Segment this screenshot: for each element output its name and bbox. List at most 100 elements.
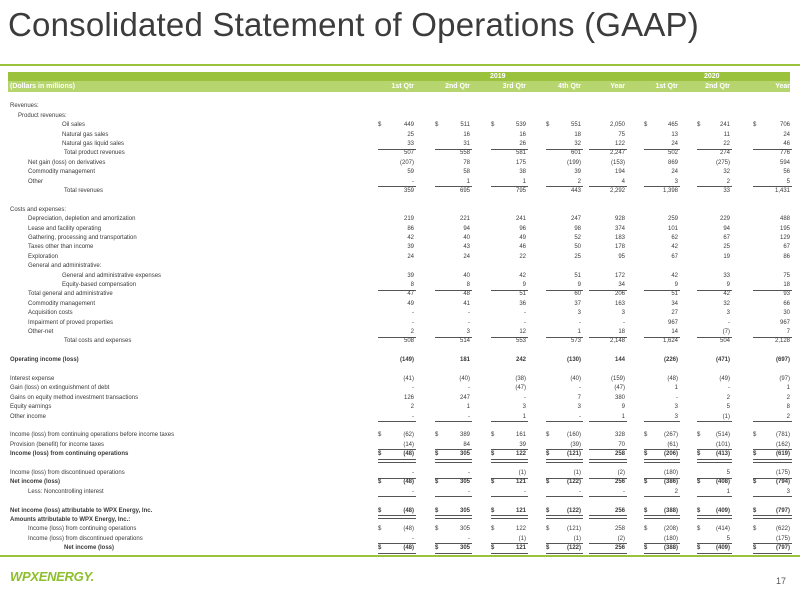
underline [644, 449, 680, 451]
cell-value: 2,148 [609, 338, 625, 345]
cell-value: 26 [519, 141, 526, 147]
cell-value: 42 [407, 235, 414, 241]
row-label: General and administrative expenses [62, 272, 162, 279]
cell-value: (2) [617, 470, 625, 476]
cell-value: 2 [786, 413, 790, 420]
column-header: 2nd Qtr [445, 83, 470, 90]
cell-value: 274 [719, 150, 730, 157]
table-row: Gains on equity method investment transa… [8, 394, 790, 403]
cell-value: (622) [775, 526, 790, 533]
underline [697, 449, 732, 451]
cell-value: 129 [779, 235, 790, 241]
underline [378, 289, 416, 291]
cell-value: 3 [674, 404, 678, 411]
underline [589, 496, 627, 498]
cell-value: (49) [719, 376, 730, 382]
cell-value: 3 [726, 310, 730, 317]
cell-value: 1 [674, 385, 678, 392]
units-label: (Dollars in millions) [10, 83, 75, 90]
cell-value: - [412, 488, 414, 495]
cell-value: 1 [621, 413, 625, 420]
cell-value: (275) [715, 159, 730, 166]
statement-table: Revenues: Product revenues: Oil sales 449 $5… [8, 93, 792, 557]
cell-value: 183 [614, 235, 625, 241]
dollar-sign: $ [644, 545, 648, 552]
cell-value: 163 [614, 300, 625, 307]
row-label: Interest expense [10, 376, 55, 382]
table-row: Other-net 2 3 12 1 18 14 (7) 7 [8, 328, 792, 338]
underline [546, 543, 583, 545]
dollar-sign: $ [435, 526, 439, 533]
underline [378, 421, 416, 423]
cell-value: (199) [566, 159, 581, 166]
cell-value: 247 [459, 394, 470, 401]
table-row: Natural gas sales 25 16 16 18 75 13 11 24 [8, 131, 790, 140]
column-header: 3rd Qtr [502, 83, 526, 90]
underline [491, 289, 528, 291]
year-2020-label: 2020 [704, 73, 720, 80]
cell-value: 3 [577, 404, 581, 411]
cell-value: (409) [715, 507, 730, 514]
table-row: Provision (benefit) for income taxes (14)… [8, 441, 792, 451]
cell-value: (38) [515, 376, 526, 382]
cell-value: 256 [614, 479, 625, 486]
table-row: Gathering, processing and transportation… [8, 234, 790, 243]
dollar-sign: $ [753, 545, 757, 552]
dollar-sign: $ [435, 122, 439, 129]
underline [435, 543, 472, 545]
cell-value: 221 [459, 216, 470, 223]
cell-value: 95 [618, 253, 625, 260]
cell-value: 25 [574, 253, 581, 260]
table-row: Total product revenues 507 558 581 601 2,247 5… [8, 149, 790, 158]
cell-value: - [623, 488, 625, 495]
dollar-sign: $ [753, 432, 757, 439]
cell-value: (122) [566, 479, 581, 486]
table-row: Net income (loss) attributable to WPX En… [8, 507, 792, 520]
cell-value: 206 [614, 291, 625, 298]
cell-value: 1 [786, 385, 790, 392]
cell-value: 27 [671, 310, 678, 317]
cell-value: 2 [410, 329, 414, 335]
underline [378, 148, 416, 150]
cell-value: 4 [621, 178, 625, 185]
cell-value: - [524, 488, 526, 495]
table-row: Costs and expenses: [8, 206, 790, 215]
cell-value: - [524, 319, 526, 326]
cell-value: 46 [783, 141, 790, 147]
row-label: Other [28, 178, 44, 185]
cell-value: (2) [617, 535, 625, 542]
cell-value: - [579, 488, 581, 495]
row-label: Income (loss) from discontinued operatio… [10, 470, 125, 476]
cell-value: (162) [775, 441, 790, 448]
cell-value: 443 [570, 188, 581, 194]
row-label: Acquisition costs [28, 310, 73, 317]
cell-value: 194 [614, 169, 625, 176]
cell-value: - [728, 385, 730, 392]
cell-value: 2 [726, 178, 730, 185]
cell-value: (471) [715, 357, 730, 364]
cell-value: (40) [459, 376, 470, 382]
cell-value: 305 [459, 479, 470, 486]
cell-value: (122) [566, 545, 581, 552]
cell-value: 3 [674, 178, 678, 185]
cell-value: 539 [515, 122, 526, 129]
cell-value: 39 [407, 272, 414, 279]
dollar-sign: $ [378, 526, 382, 533]
dollar-sign: $ [491, 507, 495, 514]
cell-value: 36 [519, 300, 526, 307]
cell-value: (409) [715, 545, 730, 552]
table-row: Lease and facility operating 86 94 96 98 374 1… [8, 225, 790, 234]
dollar-sign: $ [435, 432, 439, 439]
table-row: Net gain (loss) on derivatives (207) 78 175… [8, 159, 790, 168]
cell-value: 12 [519, 329, 526, 335]
table-row: Total costs and expenses 508 514 553 573 2,14… [8, 337, 790, 346]
cell-value: 514 [459, 338, 470, 345]
underline [644, 477, 680, 479]
cell-value: 121 [515, 507, 526, 514]
cell-value: 305 [459, 545, 470, 552]
table-row: Less: Noncontrolling interest - - - - - 2 1 3 [8, 488, 792, 498]
double-underline [644, 515, 680, 520]
underline [435, 496, 472, 498]
underline [697, 477, 732, 479]
cell-value: 195 [779, 225, 790, 232]
